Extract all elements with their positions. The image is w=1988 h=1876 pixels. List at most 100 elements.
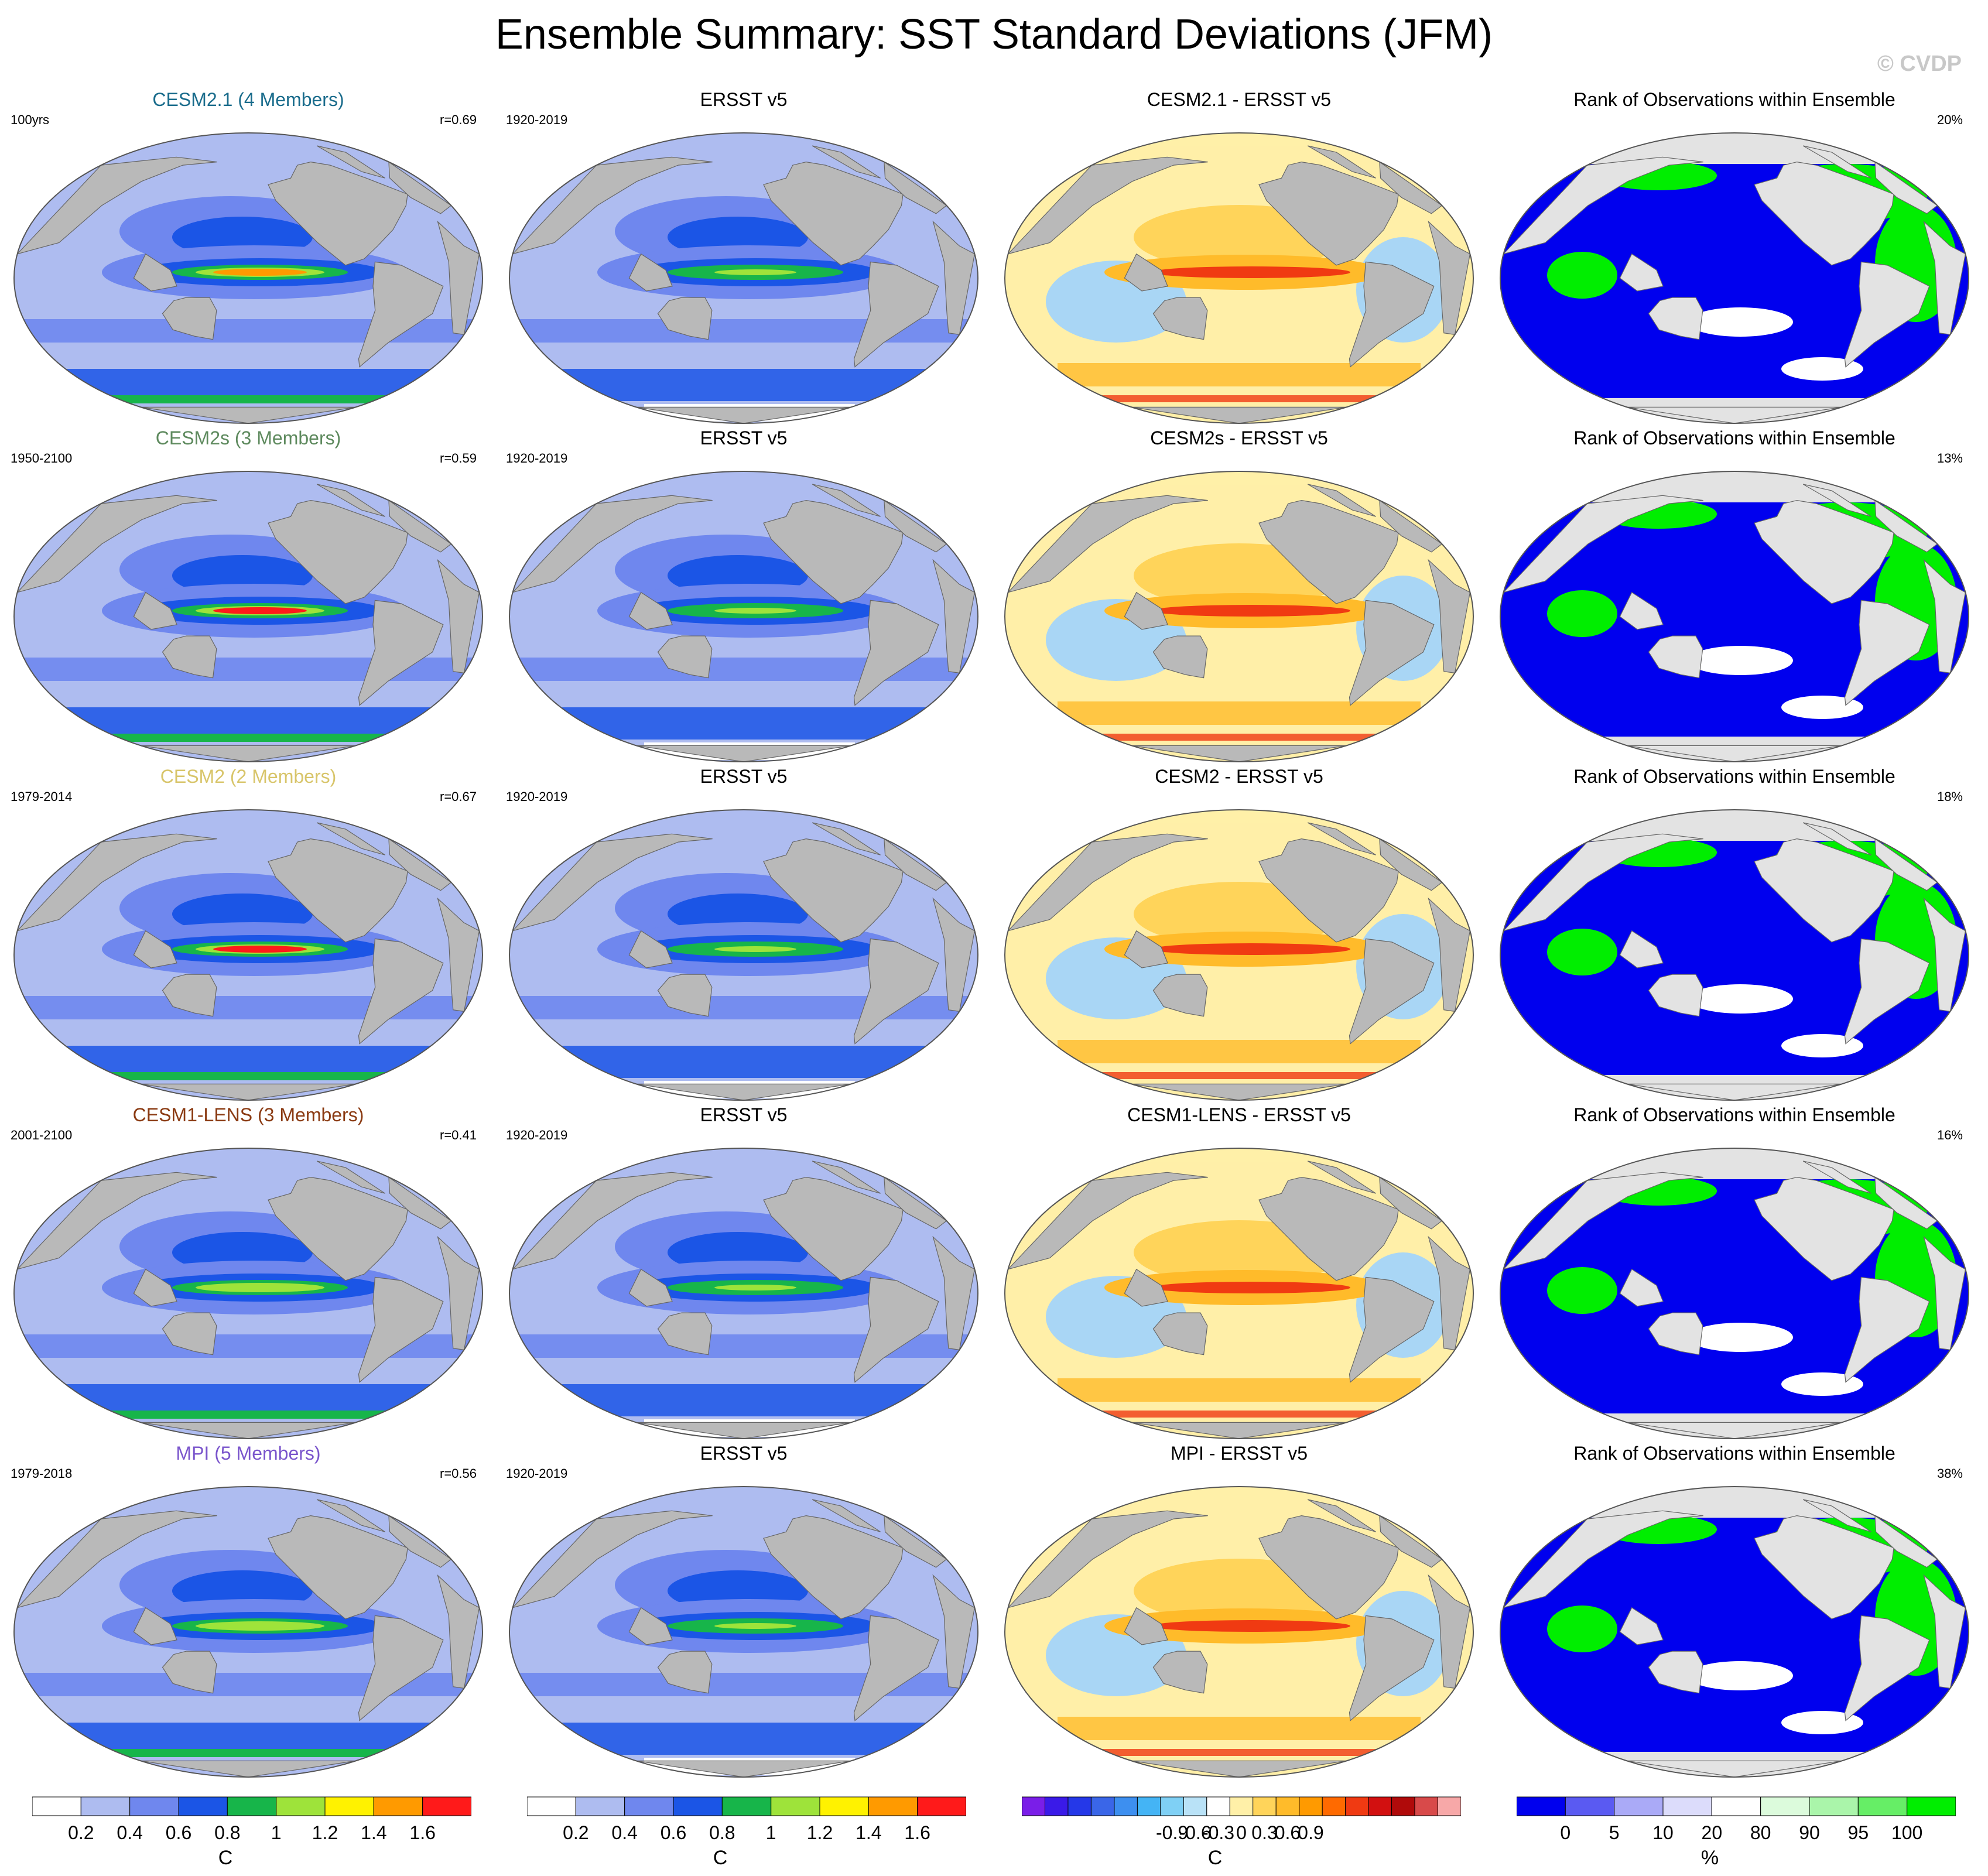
colorbar-swatch bbox=[1565, 1796, 1615, 1816]
rank-map bbox=[1500, 132, 1969, 424]
colorbar-swatch bbox=[1229, 1796, 1254, 1816]
panel-rank-1: Rank of Observations within Ensemble 20% bbox=[1486, 88, 1983, 426]
colorbar-swatch bbox=[1299, 1796, 1323, 1816]
diff-map bbox=[1004, 1486, 1474, 1778]
panel-title: MPI (5 Members) bbox=[176, 1443, 321, 1464]
obs-map bbox=[509, 132, 978, 424]
colorbar-tick-label: 0.2 bbox=[563, 1822, 589, 1843]
colorbar-swatch bbox=[575, 1796, 625, 1816]
colorbar-tick-label: 100 bbox=[1891, 1822, 1923, 1843]
panel-model-3: CESM2 (2 Members) 1979-2014 r=0.67 bbox=[0, 765, 497, 1103]
colorbar-swatch bbox=[373, 1796, 423, 1816]
colorbar-swatches bbox=[32, 1796, 471, 1816]
panel-model-2: CESM2s (3 Members) 1950-2100 r=0.59 bbox=[0, 426, 497, 765]
panel-title: CESM2s (3 Members) bbox=[155, 427, 341, 449]
colorbar-tick-label: 1.4 bbox=[361, 1822, 387, 1843]
obs-map bbox=[509, 1148, 978, 1439]
colorbar-swatch bbox=[673, 1796, 723, 1816]
panel-title: CESM2.1 (4 Members) bbox=[152, 89, 344, 110]
panel-title: CESM2 (2 Members) bbox=[160, 766, 337, 787]
colorbar-tick-label: 0.3 bbox=[1251, 1822, 1278, 1843]
colorbar-swatch bbox=[276, 1796, 326, 1816]
diff-map bbox=[1004, 1148, 1474, 1439]
panel-period-label: 1920-2019 bbox=[506, 451, 568, 465]
colorbar-tick-label: 1.6 bbox=[409, 1822, 436, 1843]
panel-title: CESM2 - ERSST v5 bbox=[1155, 766, 1323, 787]
panel-percent-label: 20% bbox=[1936, 112, 1963, 127]
panel-period-label: 1920-2019 bbox=[506, 789, 568, 804]
diff-map bbox=[1004, 132, 1474, 424]
panel-percent-label: 38% bbox=[1936, 1466, 1963, 1481]
colorbar-tick-label: 1 bbox=[765, 1822, 776, 1843]
colorbar-swatches bbox=[1517, 1796, 1956, 1816]
colorbar-swatch bbox=[1345, 1796, 1369, 1816]
panel-period-label: 1979-2018 bbox=[11, 1466, 73, 1481]
colorbar-tick-label: 95 bbox=[1847, 1822, 1869, 1843]
colorbar-swatch bbox=[178, 1796, 228, 1816]
panel-rank-2: Rank of Observations within Ensemble 13% bbox=[1486, 426, 1983, 765]
colorbar-swatch bbox=[1067, 1796, 1091, 1816]
colorbar-unit-label: C bbox=[713, 1847, 728, 1869]
colorbar-swatch bbox=[80, 1796, 131, 1816]
colorbar-tick-label: 0.4 bbox=[611, 1822, 638, 1843]
panel-period-label: 1950-2100 bbox=[11, 451, 73, 465]
colorbar-swatch bbox=[1253, 1796, 1277, 1816]
colorbar-unit-label: C bbox=[1207, 1847, 1223, 1869]
colorbar-tick-label: -0.6 bbox=[1179, 1822, 1212, 1843]
colorbar-tick-label: 0 bbox=[1560, 1822, 1571, 1843]
colorbar-swatch bbox=[1160, 1796, 1184, 1816]
colorbar-swatch bbox=[1391, 1796, 1415, 1816]
model-map bbox=[13, 809, 483, 1101]
panel-obs-5: ERSST v5 1920-2019 bbox=[495, 1442, 992, 1780]
panel-title: MPI - ERSST v5 bbox=[1170, 1443, 1308, 1464]
colorbar-swatch bbox=[1275, 1796, 1300, 1816]
panel-correlation-label: r=0.59 bbox=[440, 451, 477, 465]
panel-rank-4: Rank of Observations within Ensemble 16% bbox=[1486, 1103, 1983, 1442]
model-map bbox=[13, 132, 483, 424]
colorbar-tick-label: 0.6 bbox=[1274, 1822, 1301, 1843]
colorbar-swatch bbox=[1907, 1796, 1956, 1816]
colorbar-tick-label: 0 bbox=[1236, 1822, 1247, 1843]
panel-title: Rank of Observations within Ensemble bbox=[1573, 1443, 1895, 1464]
panel-title: Rank of Observations within Ensemble bbox=[1573, 1104, 1895, 1125]
colorbar-swatch bbox=[527, 1796, 576, 1816]
colorbar-swatch bbox=[1517, 1796, 1566, 1816]
colorbar-tick-label: 1.2 bbox=[312, 1822, 338, 1843]
colorbar-tick-label: 5 bbox=[1609, 1822, 1620, 1843]
colorbar-swatch bbox=[1183, 1796, 1207, 1816]
colorbar-swatch bbox=[771, 1796, 820, 1816]
panel-correlation-label: r=0.69 bbox=[440, 112, 477, 127]
panel-obs-2: ERSST v5 1920-2019 bbox=[495, 426, 992, 765]
panel-period-label: 1920-2019 bbox=[506, 112, 568, 127]
panel-title: CESM2s - ERSST v5 bbox=[1150, 427, 1328, 449]
panel-percent-label: 16% bbox=[1936, 1128, 1963, 1142]
colorbar-swatch bbox=[917, 1796, 966, 1816]
model-map bbox=[13, 1148, 483, 1439]
colorbar-swatch bbox=[721, 1796, 772, 1816]
colorbar-swatch bbox=[1857, 1796, 1908, 1816]
rank-map bbox=[1500, 1148, 1969, 1439]
colorbar-tick-label: 1.4 bbox=[856, 1822, 882, 1843]
colorbar-swatch bbox=[129, 1796, 179, 1816]
panel-title: Rank of Observations within Ensemble bbox=[1573, 89, 1895, 110]
panel-title: ERSST v5 bbox=[700, 89, 788, 110]
colorbar-swatch bbox=[1414, 1796, 1439, 1816]
colorbar-swatch bbox=[1137, 1796, 1161, 1816]
colorbar-unit-label: C bbox=[218, 1847, 233, 1869]
panel-title: ERSST v5 bbox=[700, 427, 788, 449]
colorbar-tick-label: 0.4 bbox=[117, 1822, 143, 1843]
panel-title: CESM1-LENS - ERSST v5 bbox=[1127, 1104, 1351, 1125]
colorbar-swatch bbox=[1368, 1796, 1392, 1816]
panel-diff-1: CESM2.1 - ERSST v5 bbox=[991, 88, 1487, 426]
colorbar-swatch bbox=[1114, 1796, 1138, 1816]
colorbar-tick-label: -0.9 bbox=[1156, 1822, 1189, 1843]
colorbar-tick-label: 0.6 bbox=[660, 1822, 687, 1843]
colorbar-swatch bbox=[1045, 1796, 1069, 1816]
colorbar-tick-label: 0.2 bbox=[68, 1822, 94, 1843]
colorbar-tick-label: 0.8 bbox=[214, 1822, 241, 1843]
model-map bbox=[13, 1486, 483, 1778]
obs-map bbox=[509, 471, 978, 762]
colorbar-tick-label: 1.6 bbox=[904, 1822, 930, 1843]
panel-obs-1: ERSST v5 1920-2019 bbox=[495, 88, 992, 426]
